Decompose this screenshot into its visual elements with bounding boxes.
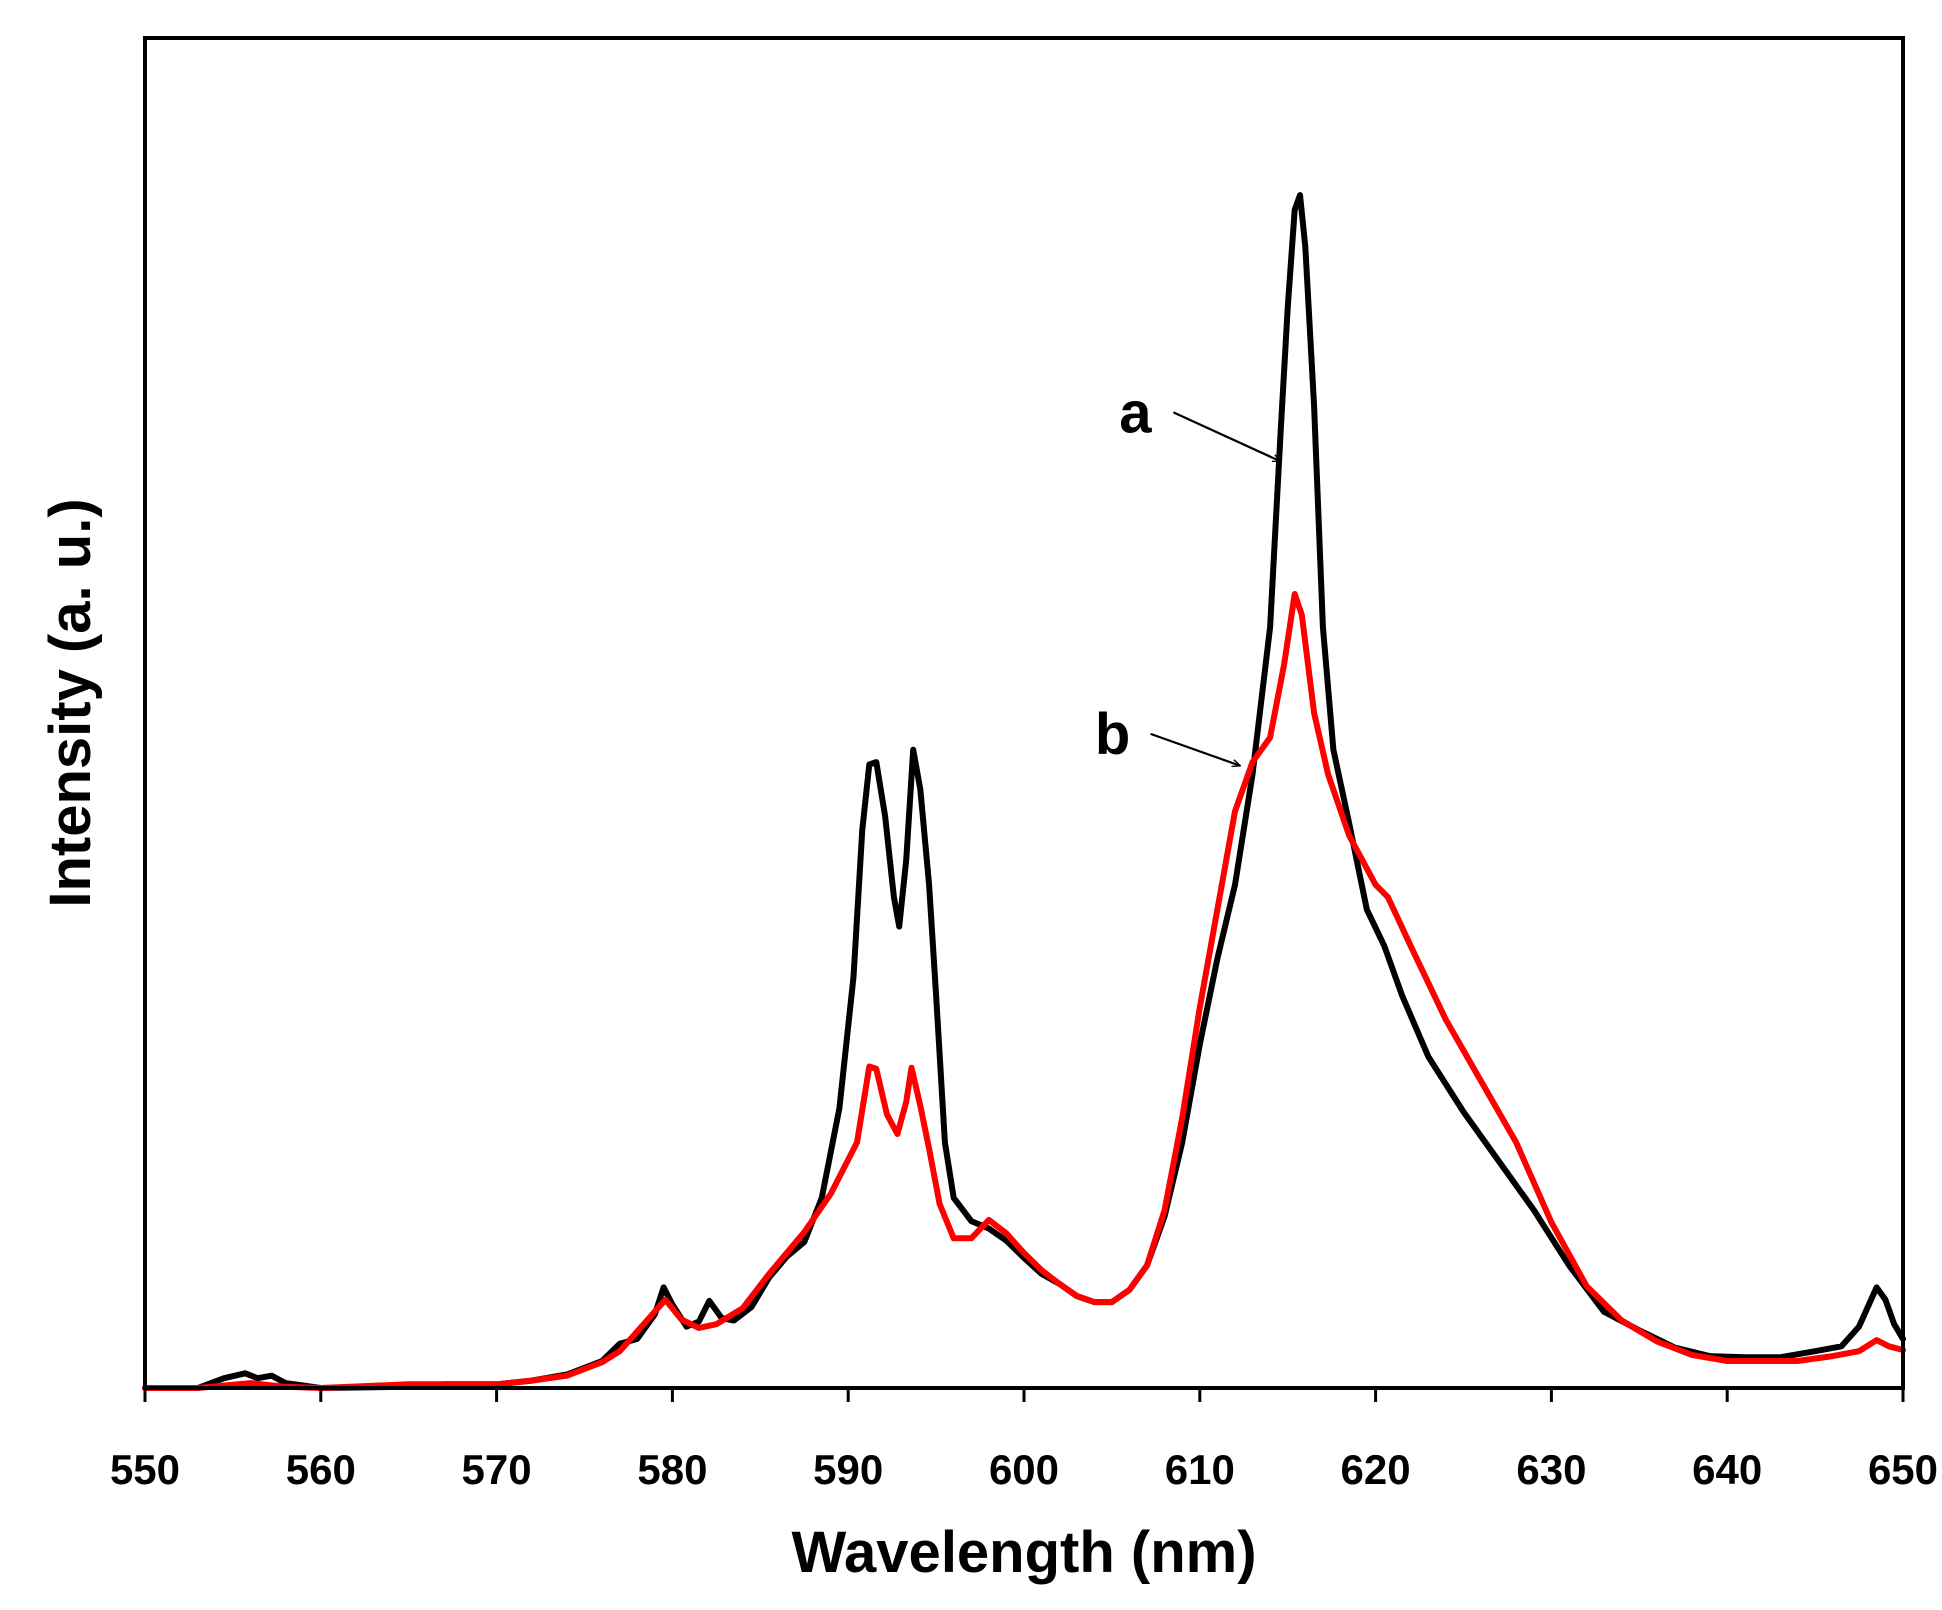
x-tick-label: 630 [1516,1446,1586,1493]
x-axis-title: Wavelength (nm) [791,1520,1256,1585]
x-tick-label: 550 [110,1446,180,1493]
x-tick-label: 620 [1341,1446,1411,1493]
x-tick-label: 590 [813,1446,883,1493]
series-line-a [142,192,1906,1391]
series-line-b [142,591,1906,1391]
x-tick-label: 570 [462,1446,532,1493]
x-tick-label: 650 [1868,1446,1938,1493]
x-tick-label: 580 [637,1446,707,1493]
x-tick-label: 640 [1692,1446,1762,1493]
plot-area-frame [143,36,1905,1390]
annotation-label-a: a [1119,380,1152,445]
annotation-arrow-b [1150,732,1241,766]
curve-annotations: ab [1095,380,1281,767]
x-axis-ticks: 550 560 570 580 590 600 610 620 630 640 650 [110,1388,1938,1493]
x-tick-label: 560 [286,1446,356,1493]
y-axis-title: Intensity (a. u.) [38,498,103,907]
x-tick-label: 600 [989,1446,1059,1493]
annotation-label-b: b [1095,702,1130,767]
x-tick-label: 610 [1165,1446,1235,1493]
series-layer [142,192,1906,1391]
annotation-arrow-a [1172,411,1280,463]
